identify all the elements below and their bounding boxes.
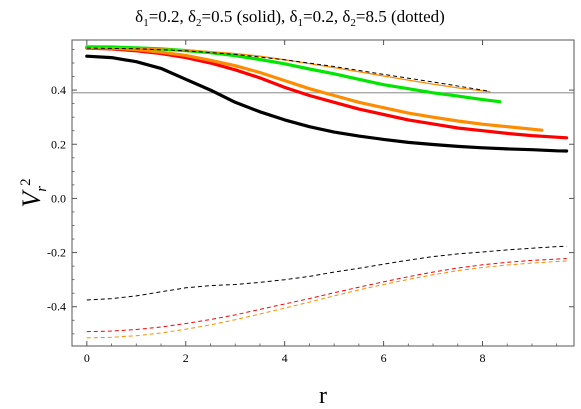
chart-title-part: δ — [135, 7, 143, 26]
series-line — [86, 46, 491, 93]
series-line — [85, 54, 569, 153]
x-tick-label: 6 — [381, 351, 387, 365]
chart-title: δ1​=0.2, δ2​=0.5 (solid), δ1​=0.2, δ2​=8… — [135, 7, 445, 29]
plot-frame — [71, 39, 575, 347]
chart-title-part: =0.2, — [149, 7, 188, 26]
series-line — [86, 258, 567, 333]
chart-title-part: δ — [188, 7, 196, 26]
y-tick-label: 0.0 — [51, 191, 66, 205]
x-tick-label: 0 — [84, 351, 90, 365]
x-tick-label: 8 — [480, 351, 486, 365]
x-axis: 0 2 4 6 8 — [84, 40, 558, 365]
series-line — [85, 46, 544, 132]
chart-title-part: 1 — [298, 17, 304, 29]
y-axis-label: Vr2 — [17, 178, 50, 207]
chart-title-part: =0.5 (solid), — [202, 7, 290, 26]
y-axis-label-text: Vr2 — [17, 178, 50, 207]
chart-title-text: δ1​=0.2, δ2​=0.5 (solid), δ1​=0.2, δ2​=8… — [135, 7, 445, 29]
chart-title-part: δ — [290, 7, 298, 26]
chart-title-part: δ — [342, 7, 350, 26]
chart-title-part: 2 — [350, 17, 356, 29]
y-tick-label: 0.2 — [51, 137, 66, 151]
y-tick-label: -0.2 — [47, 246, 66, 260]
y-label-main: V — [17, 189, 46, 208]
chart-title-part: 1 — [143, 17, 149, 29]
series-line — [86, 260, 567, 339]
chart-title-part: =8.5 (dotted) — [356, 7, 445, 26]
series-line — [86, 47, 488, 92]
series-group — [85, 45, 569, 339]
y-tick-label: -0.4 — [47, 300, 66, 314]
x-axis-label: r — [319, 383, 327, 409]
y-label-sub: r — [34, 186, 50, 192]
series-line — [85, 45, 502, 104]
y-axis: -0.4 -0.2 0.0 0.2 0.4 — [47, 49, 574, 335]
y-tick-label: 0.4 — [51, 83, 66, 97]
x-tick-label: 4 — [282, 351, 288, 365]
chart-title-part: 2 — [196, 17, 202, 29]
series-line — [86, 245, 567, 301]
x-tick-label: 2 — [183, 351, 189, 365]
chart-title-part: =0.2, — [303, 7, 342, 26]
y-label-sup: 2 — [18, 178, 34, 186]
